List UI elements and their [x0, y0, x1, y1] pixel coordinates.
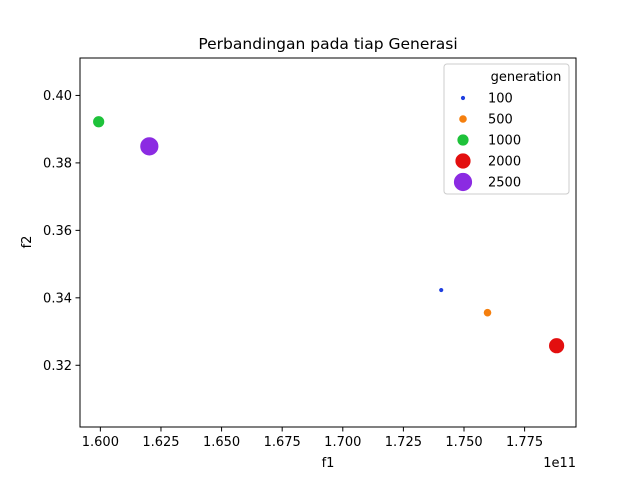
data-point-gen-2000 [548, 337, 566, 355]
legend-marker-2000 [454, 152, 472, 170]
chart-title: Perbandingan pada tiap Generasi [198, 35, 457, 53]
data-point-gen-2500 [139, 136, 160, 157]
y-tick-label: 0.40 [43, 89, 72, 104]
data-points [92, 115, 566, 355]
x-tick-label: 1.600 [82, 435, 119, 450]
legend-marker-500 [458, 114, 468, 124]
data-point-gen-500 [482, 308, 493, 318]
legend-frame [443, 63, 570, 195]
legend-label-100: 100 [488, 92, 513, 107]
y-tick-label: 0.36 [43, 224, 72, 239]
x-tick-label: 1.725 [385, 435, 422, 450]
plot-frame [79, 57, 577, 428]
x-axis-offset-label: 1e11 [543, 456, 576, 471]
y-axis-ticks: 0.32 0.34 0.36 0.38 0.40 [43, 89, 80, 374]
x-tick-label: 1.625 [142, 435, 179, 450]
legend-label-2500: 2500 [488, 176, 521, 191]
legend-label-500: 500 [488, 113, 513, 128]
x-tick-label: 1.650 [203, 435, 240, 450]
x-axis-label: f1 [322, 456, 335, 471]
y-tick-label: 0.34 [43, 291, 72, 306]
data-point-gen-1000 [92, 115, 106, 129]
x-axis-ticks: 1.600 1.625 1.650 1.675 1.700 1.725 1.750 1.775 [82, 427, 543, 450]
x-tick-label: 1.675 [264, 435, 301, 450]
legend-title: generation [491, 70, 562, 85]
x-tick-label: 1.775 [506, 435, 543, 450]
legend-marker-100 [460, 95, 466, 101]
x-tick-label: 1.750 [445, 435, 482, 450]
y-axis-label: f2 [20, 236, 35, 249]
legend-marker-2500 [453, 172, 473, 192]
legend-items: 100 500 1000 2000 2500 [453, 92, 521, 192]
x-tick-label: 1.700 [324, 435, 361, 450]
legend: generation 100 500 1000 2000 2500 [443, 63, 570, 195]
legend-label-2000: 2000 [488, 155, 521, 170]
data-point-gen-100 [438, 287, 445, 293]
legend-label-1000: 1000 [488, 134, 521, 149]
y-tick-label: 0.38 [43, 156, 72, 171]
y-tick-label: 0.32 [43, 359, 72, 374]
legend-marker-1000 [456, 133, 470, 147]
